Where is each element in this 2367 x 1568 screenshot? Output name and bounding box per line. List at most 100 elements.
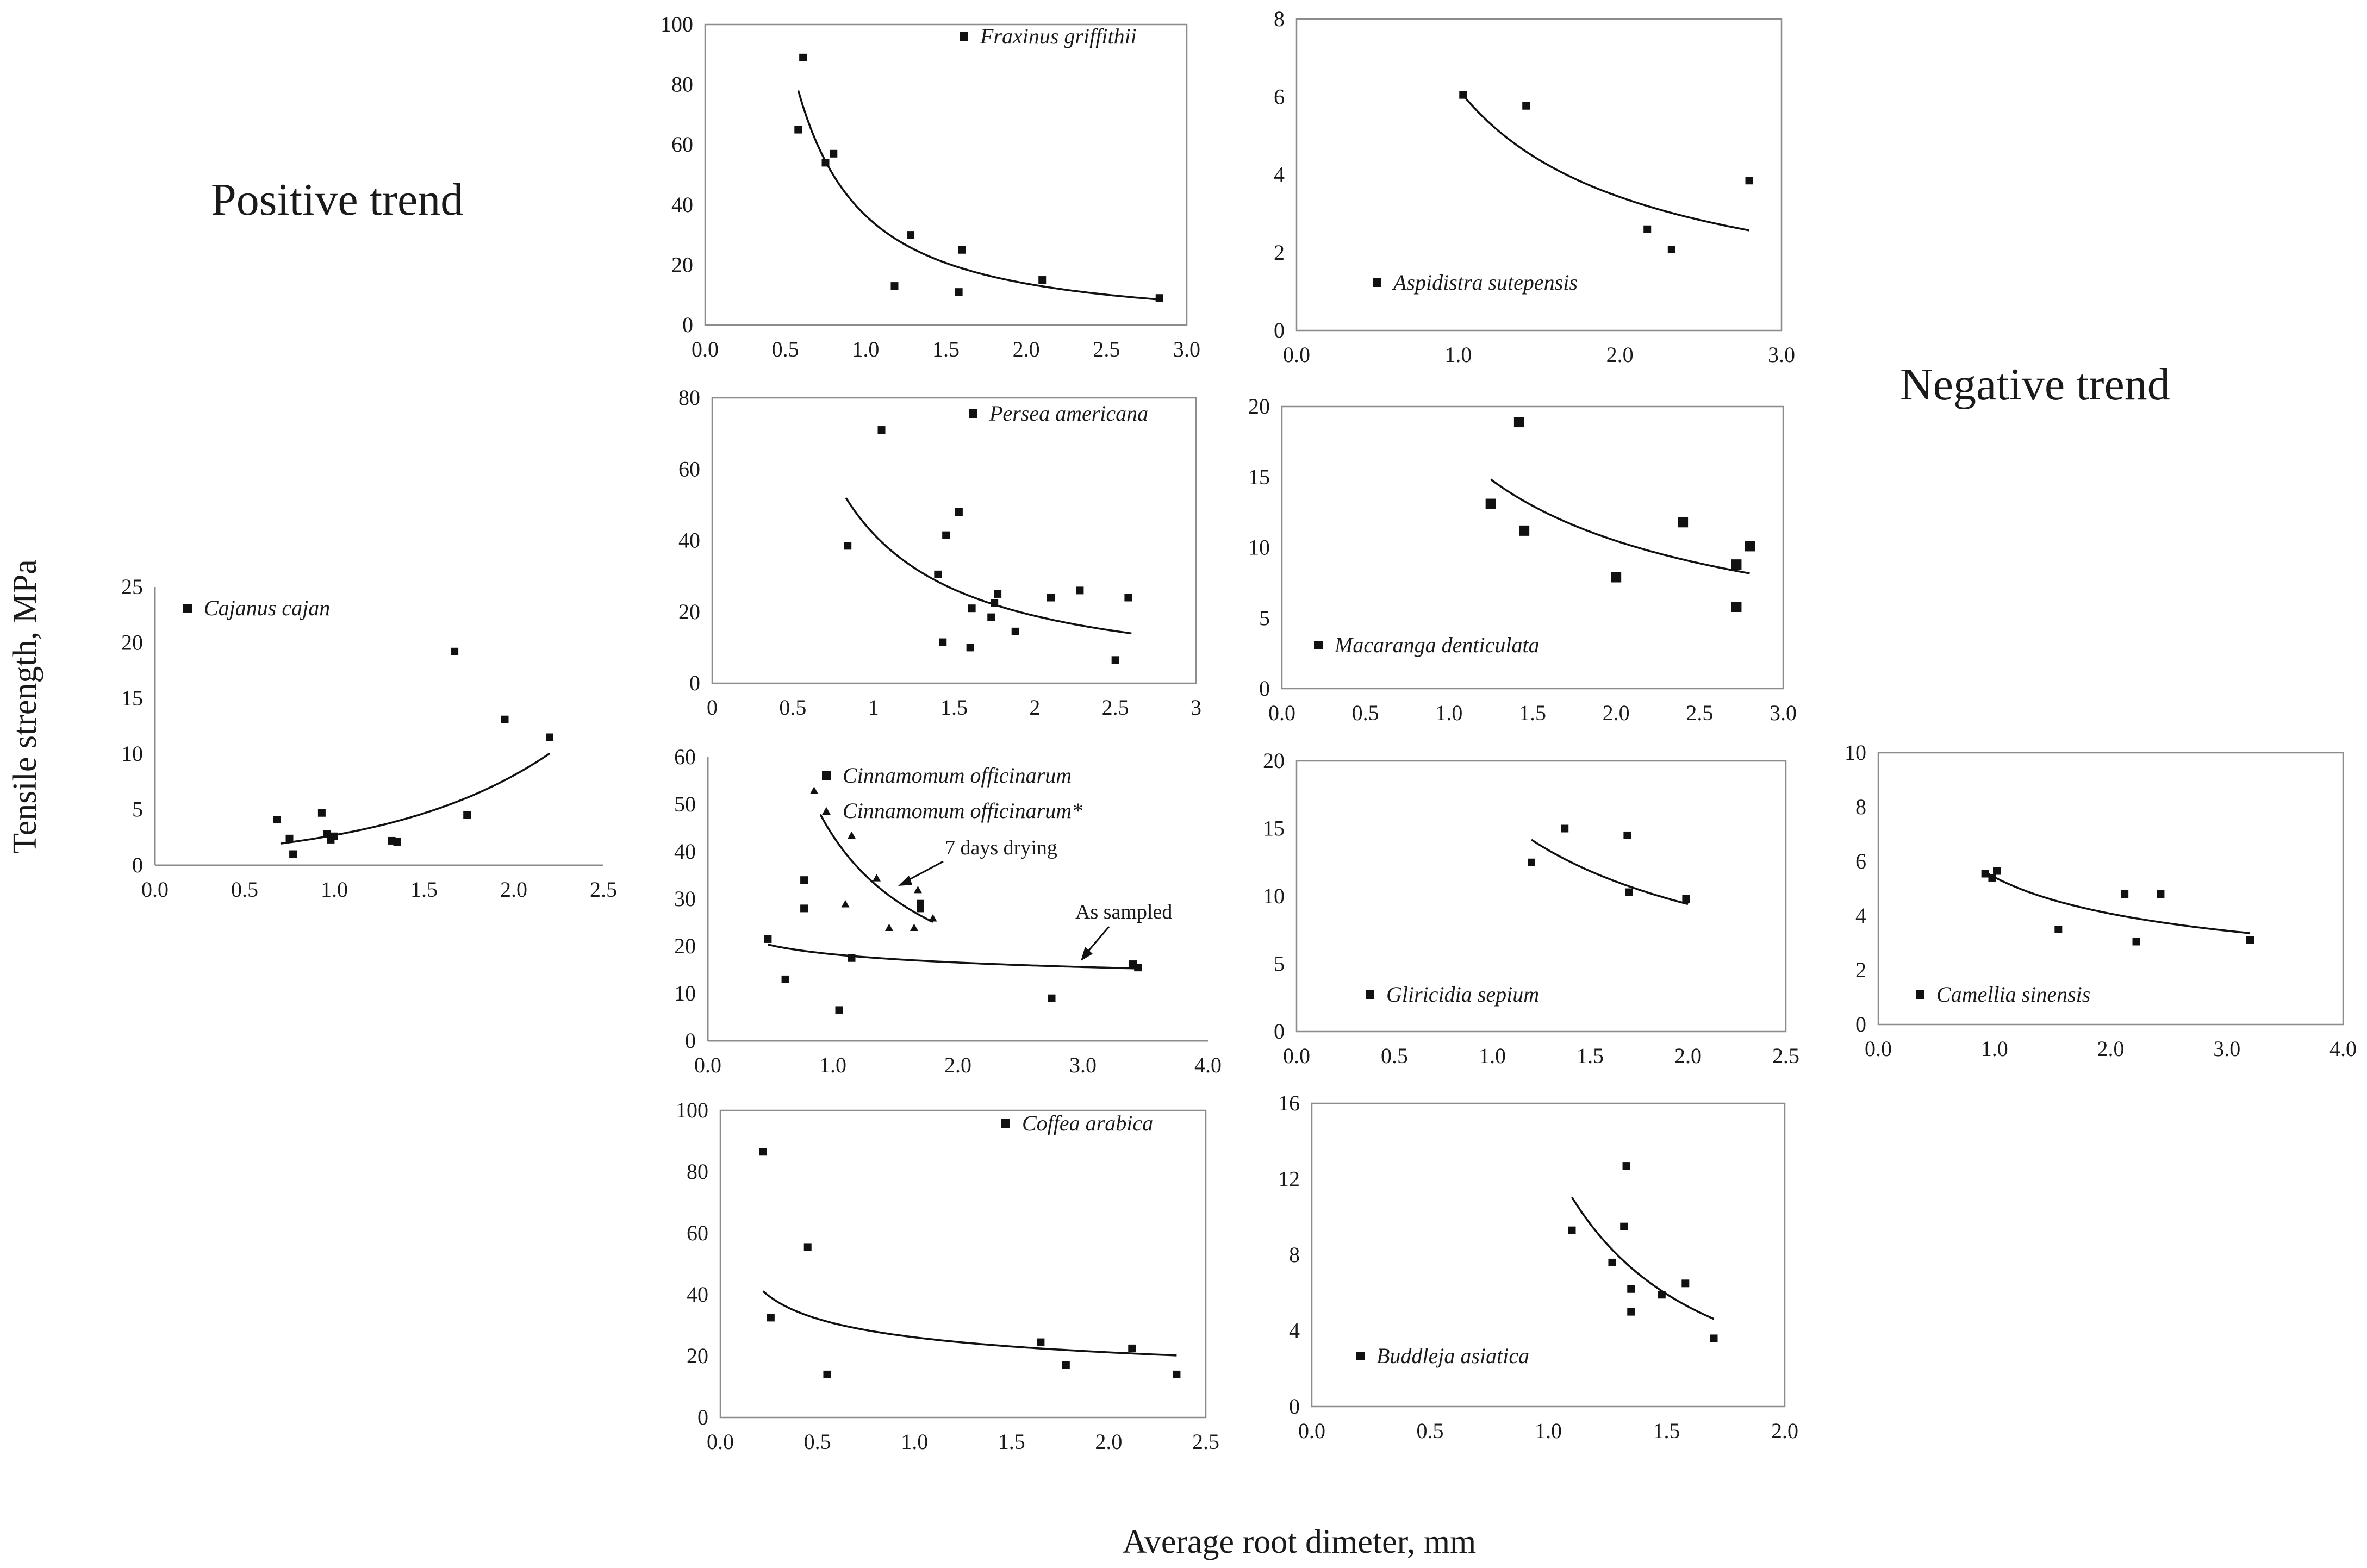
data-point (1678, 517, 1689, 528)
data-point (1048, 994, 1056, 1002)
data-point (1128, 1344, 1136, 1352)
data-point (917, 904, 924, 913)
data-point (1627, 1285, 1635, 1293)
data-point (759, 1148, 767, 1156)
chart-cinnamomum: 0.0 1.0 2.0 3.0 4.0 0 10 20 30 40 50 60 Cinnamomum o… (674, 745, 1222, 1077)
y-tick-label: 0 (1855, 1012, 1866, 1036)
x-tick-label: 0.5 (231, 877, 258, 902)
x-tick-label: 2.5 (1093, 337, 1120, 361)
x-tick-label: 1.5 (932, 337, 960, 361)
legend-marker (1373, 278, 1381, 287)
trend-line (819, 814, 933, 923)
data-point (955, 288, 963, 296)
x-tick-label: 0.0 (692, 337, 719, 361)
chart-fraxinus: 0.0 0.5 1.0 1.5 2.0 2.5 3.0 0 20 40 60 80 100 Fraxinu… (661, 12, 1200, 361)
x-tick-label: 0.5 (779, 695, 806, 720)
trend-line (1571, 1196, 1715, 1320)
y-tick-label: 80 (678, 385, 700, 410)
x-tick-label: 0.0 (1283, 1044, 1310, 1068)
data-point (1623, 831, 1631, 839)
data-point (1745, 541, 1755, 552)
annotation-arrowhead (1081, 947, 1093, 961)
x-tick-label: 1.0 (901, 1429, 928, 1454)
x-tick-label: 1.0 (1535, 1419, 1562, 1443)
legend-marker (1366, 990, 1374, 999)
x-tick-label: 1.5 (1577, 1044, 1604, 1068)
x-tick-label: 2.5 (590, 877, 617, 902)
y-tick-label: 60 (671, 132, 693, 157)
data-point-triangle (841, 899, 850, 908)
data-point (1047, 594, 1055, 602)
chart-coffea: 0.0 0.5 1.0 1.5 2.0 2.5 0 20 40 60 80 100 Coffea ara… (676, 1098, 1219, 1454)
annotation-arrowhead (898, 876, 912, 886)
data-point (1745, 177, 1753, 185)
legend-label: Coffea arabica (1022, 1111, 1153, 1135)
data-point (1622, 1162, 1630, 1170)
trend-line (1984, 871, 2251, 934)
y-tick-label: 0 (1259, 676, 1270, 701)
y-tick-label: 20 (674, 934, 696, 958)
data-point (1658, 1291, 1666, 1299)
annotation-drying: 7 days drying (945, 836, 1057, 859)
x-tick-label: 2.0 (2097, 1036, 2125, 1061)
data-point (1459, 91, 1467, 99)
legend-marker (1356, 1352, 1365, 1360)
x-tick-label: 1.0 (852, 337, 879, 361)
data-point (955, 508, 963, 516)
trend-line (768, 944, 1139, 970)
data-point (844, 542, 852, 550)
y-tick-label: 5 (132, 797, 143, 822)
x-tick-label: 0.0 (1268, 701, 1295, 725)
x-tick-label: 2.5 (1102, 695, 1129, 720)
data-point (1561, 824, 1569, 833)
x-tick-label: 0.0 (1865, 1036, 1892, 1061)
data-point (966, 644, 974, 652)
data-point (546, 733, 553, 741)
legend-marker (1001, 1119, 1010, 1128)
x-tick-label: 4.0 (2329, 1036, 2357, 1061)
data-point (939, 638, 947, 646)
x-tick-label: 2.5 (1686, 701, 1713, 725)
x-tick-label: 0.5 (772, 337, 799, 361)
x-tick-label: 1.0 (1444, 342, 1472, 367)
y-tick-label: 20 (121, 630, 143, 654)
data-point (994, 590, 1002, 598)
y-tick-label: 6 (1274, 84, 1285, 109)
data-point (2121, 890, 2129, 898)
trend-line (762, 1290, 1177, 1357)
data-point (1111, 656, 1119, 664)
y-tick-label: 0 (132, 853, 143, 877)
plot-frame (1295, 760, 1787, 1033)
plot-frame (704, 23, 1188, 326)
x-tick-label: 1.0 (1479, 1044, 1506, 1068)
trend-line (797, 90, 1163, 301)
y-tick-label: 15 (1263, 816, 1285, 841)
y-tick-label: 25 (121, 574, 143, 599)
x-tick-label: 0.5 (1381, 1044, 1408, 1068)
chart-camellia: 0.0 1.0 2.0 3.0 4.0 0 2 4 6 8 10 Camellia sinensis (1845, 740, 2357, 1061)
y-tick-label: 40 (678, 528, 700, 553)
x-tick-label: 0.0 (141, 877, 169, 902)
x-tick-label: 0.0 (707, 1429, 734, 1454)
data-point-triangle (913, 885, 922, 894)
y-tick-label: 4 (1274, 163, 1285, 187)
y-tick-label: 30 (674, 886, 696, 911)
plot-frame (1295, 18, 1783, 332)
data-point (1731, 559, 1742, 570)
x-tick-label: 1.0 (819, 1053, 846, 1077)
y-tick-label: 0 (1274, 318, 1285, 342)
y-tick-label: 20 (678, 599, 700, 624)
y-tick-label: 16 (1278, 1091, 1300, 1115)
x-tick-label: 3.0 (1768, 342, 1795, 367)
data-point (877, 426, 886, 434)
data-point (803, 1243, 812, 1251)
y-tick-label: 10 (1263, 884, 1285, 908)
y-tick-label: 20 (1248, 394, 1270, 418)
x-tick-label: 2.5 (1772, 1044, 1799, 1068)
data-point (289, 850, 297, 858)
data-point (1731, 601, 1742, 612)
y-tick-label: 40 (687, 1282, 708, 1307)
y-tick-label: 10 (1248, 535, 1270, 560)
plot-frame (719, 1109, 1207, 1419)
